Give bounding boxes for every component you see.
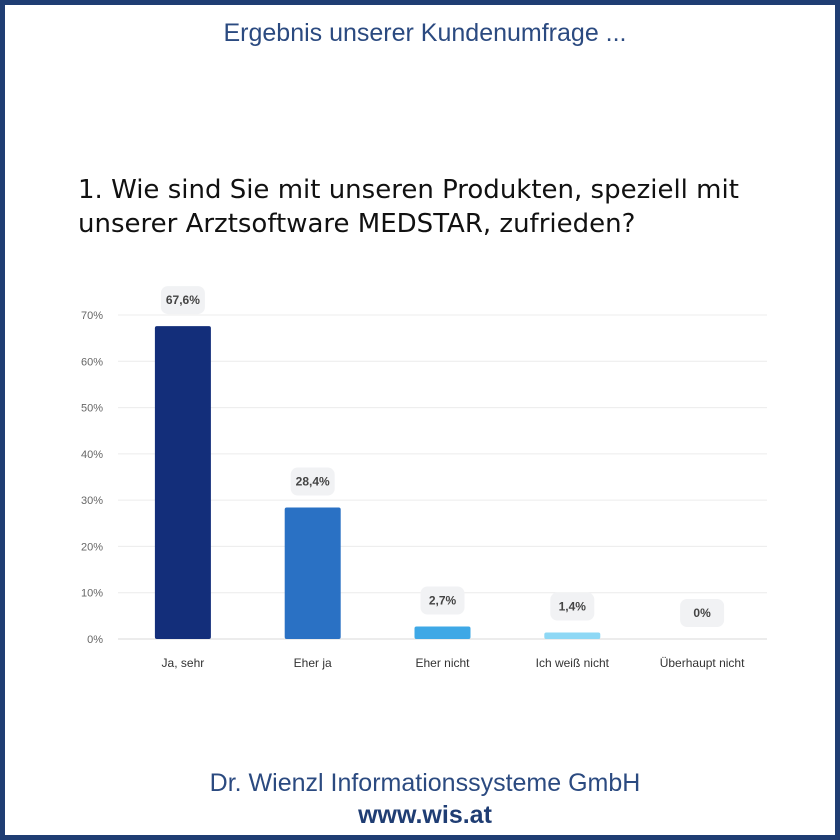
data-label-bg [290,467,335,496]
question-title: 1. Wie sind Sie mit unseren Produkten, s… [78,175,739,239]
data-label-bg [680,599,725,627]
y-tick-label: 50% [81,403,103,415]
data-label: 0% [693,606,711,620]
y-tick-label: 10% [81,588,103,600]
data-label: 2,7% [429,594,457,608]
x-tick-label: Überhaupt nicht [660,656,745,670]
y-tick-label: 60% [81,356,103,368]
bar [284,507,341,639]
x-tick-label: Eher nicht [415,656,470,670]
data-label: 28,4% [296,475,330,489]
x-tick-label: Eher ja [294,656,332,670]
bar-chart: 0% 10% 20% 30% 40% 50% 60% 70% 67,6% Ja, sehr 28,4… [81,286,767,670]
data-label-bg [420,586,465,615]
y-tick-label: 30% [81,495,103,507]
y-tick-label: 70% [81,310,103,322]
header-title: Ergebnis unserer Kundenumfrage ... [223,19,627,47]
footer-company: Dr. Wienzl Informationssysteme GmbH [209,769,641,797]
data-label: 67,6% [166,293,200,307]
bar [154,326,211,639]
footer-url[interactable]: www.wis.at [358,801,492,829]
y-tick-label: 0% [87,634,103,646]
x-tick-label: Ich weiß nicht [536,656,610,670]
data-label-bg [550,592,595,621]
y-tick-label: 20% [81,541,103,553]
bar [544,632,601,639]
bar [414,626,471,639]
data-label: 1,4% [559,600,587,614]
y-tick-label: 40% [81,449,103,461]
x-tick-label: Ja, sehr [162,656,205,670]
data-label-bg [160,286,205,315]
